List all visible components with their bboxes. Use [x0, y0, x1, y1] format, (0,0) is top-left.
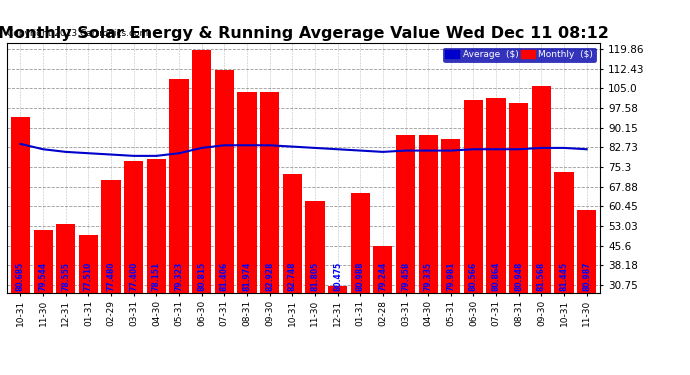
Text: 79.458: 79.458	[401, 262, 410, 291]
Bar	[305, 201, 324, 292]
Text: 81.568: 81.568	[537, 262, 546, 291]
Title: Monthly Solar Energy & Running Avgerage Value Wed Dec 11 08:12: Monthly Solar Energy & Running Avgerage …	[0, 26, 609, 40]
Bar	[486, 98, 506, 292]
Bar	[532, 86, 551, 292]
Text: 80.566: 80.566	[469, 262, 478, 291]
Text: 80.685: 80.685	[16, 262, 25, 291]
Bar	[283, 174, 302, 292]
Bar	[396, 135, 415, 292]
Text: 82.748: 82.748	[288, 262, 297, 291]
Legend: Average  ($), Monthly  ($): Average ($), Monthly ($)	[443, 48, 595, 62]
Bar	[351, 193, 370, 292]
Bar	[555, 172, 573, 292]
Bar	[34, 230, 52, 292]
Text: 79.981: 79.981	[446, 262, 455, 291]
Text: 81.406: 81.406	[220, 262, 229, 291]
Bar	[79, 236, 98, 292]
Bar	[237, 92, 257, 292]
Text: 77.510: 77.510	[84, 262, 93, 291]
Bar	[441, 139, 460, 292]
Text: Copyright 2013 Cartronics.com: Copyright 2013 Cartronics.com	[7, 29, 148, 38]
Text: 78.151: 78.151	[152, 262, 161, 291]
Text: 80.948: 80.948	[514, 262, 523, 291]
Text: 78.555: 78.555	[61, 262, 70, 291]
Text: 80.987: 80.987	[582, 262, 591, 291]
Bar	[124, 162, 144, 292]
Text: 80.988: 80.988	[356, 262, 365, 291]
Bar	[373, 246, 393, 292]
Text: 81.974: 81.974	[242, 262, 251, 291]
Text: 77.400: 77.400	[129, 262, 138, 291]
Text: 81.445: 81.445	[560, 262, 569, 291]
Bar	[11, 117, 30, 292]
Bar	[577, 210, 596, 292]
Bar	[56, 224, 75, 292]
Text: 79.244: 79.244	[378, 262, 387, 291]
Text: 80.475: 80.475	[333, 262, 342, 291]
Bar	[464, 100, 483, 292]
Text: 79.335: 79.335	[424, 262, 433, 291]
Bar	[170, 79, 188, 292]
Text: 77.480: 77.480	[106, 262, 116, 291]
Text: 79.323: 79.323	[175, 262, 184, 291]
Bar	[215, 70, 234, 292]
Text: 80.815: 80.815	[197, 262, 206, 291]
Bar	[101, 180, 121, 292]
Text: 82.928: 82.928	[265, 262, 274, 291]
Text: 79.544: 79.544	[39, 262, 48, 291]
Text: 80.864: 80.864	[491, 262, 501, 291]
Bar	[509, 103, 529, 292]
Bar	[328, 286, 347, 292]
Bar	[192, 50, 211, 292]
Bar	[260, 92, 279, 292]
Bar	[419, 135, 437, 292]
Text: 81.805: 81.805	[310, 262, 319, 291]
Bar	[147, 159, 166, 292]
